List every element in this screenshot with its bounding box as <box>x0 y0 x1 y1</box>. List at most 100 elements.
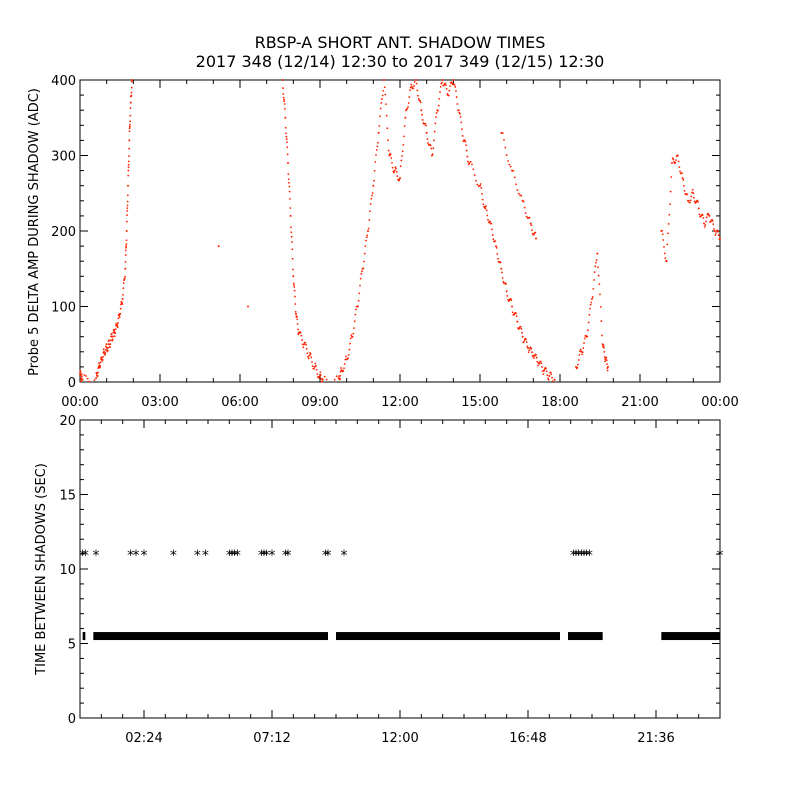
data-point <box>546 374 549 376</box>
data-point-11s: * <box>325 548 332 564</box>
data-point <box>404 116 407 119</box>
data-point <box>704 224 707 227</box>
data-point <box>460 121 463 124</box>
data-point <box>319 374 322 377</box>
data-point <box>292 268 294 271</box>
data-point <box>340 367 342 369</box>
data-point <box>122 282 125 285</box>
data-point <box>530 224 533 227</box>
data-point <box>410 83 413 86</box>
data-point <box>714 234 717 236</box>
data-point <box>409 89 411 92</box>
data-point <box>403 125 406 127</box>
data-point <box>101 358 104 361</box>
x-tick-label: 21:00 <box>621 395 658 410</box>
data-point <box>522 200 525 203</box>
data-point <box>449 85 451 87</box>
data-point <box>577 359 580 361</box>
data-point <box>667 223 670 225</box>
data-point <box>283 103 286 105</box>
data-point <box>124 249 127 252</box>
data-point <box>296 315 298 318</box>
data-point <box>389 153 392 156</box>
data-point <box>605 359 608 362</box>
data-point <box>606 369 609 372</box>
data-point <box>529 222 532 225</box>
data-point <box>472 168 475 171</box>
data-point <box>437 110 439 112</box>
data-point <box>408 96 411 98</box>
data-point <box>462 140 465 143</box>
data-point <box>282 93 285 95</box>
data-point <box>290 231 293 234</box>
data-point-11s: * <box>581 548 588 564</box>
data-point <box>513 176 516 179</box>
data-point <box>456 103 459 105</box>
data-point <box>705 216 708 219</box>
data-point <box>343 363 346 365</box>
data-point <box>501 277 504 279</box>
data-point <box>95 372 98 375</box>
data-point <box>583 342 585 344</box>
data-point <box>365 236 368 239</box>
data-point <box>711 219 714 222</box>
data-point <box>590 301 593 304</box>
data-point <box>417 94 419 97</box>
data-point <box>421 113 423 116</box>
data-point <box>491 228 493 231</box>
data-point <box>606 367 609 370</box>
data-point <box>681 172 683 175</box>
data-point <box>434 122 437 125</box>
data-point <box>707 213 710 216</box>
data-point <box>430 147 433 150</box>
x-tick-label: 21:36 <box>637 731 674 746</box>
data-point <box>674 161 677 164</box>
data-point <box>515 183 517 186</box>
data-point <box>117 317 120 320</box>
data-point <box>127 169 130 172</box>
data-point <box>119 307 122 310</box>
data-point <box>83 374 86 376</box>
data-point <box>401 155 403 157</box>
data-point <box>381 94 384 97</box>
data-point <box>678 166 681 169</box>
data-point <box>599 306 602 308</box>
data-point <box>453 84 456 86</box>
data-point <box>523 206 526 209</box>
data-point <box>524 212 527 214</box>
data-point <box>99 366 101 369</box>
data-point <box>510 299 513 302</box>
data-point <box>433 130 436 133</box>
data-point <box>529 346 532 349</box>
data-point <box>313 365 316 368</box>
data-point <box>124 267 127 270</box>
x-tick-label: 16:48 <box>509 731 546 746</box>
data-point <box>535 354 537 356</box>
data-point <box>86 377 89 380</box>
data-point <box>380 101 383 104</box>
data-point <box>112 331 115 334</box>
data-point <box>366 234 369 237</box>
data-point <box>350 334 353 336</box>
data-point <box>669 203 671 206</box>
data-point <box>390 157 393 159</box>
data-point <box>297 333 300 336</box>
bottom-axis-ticks: 02:24 07:12 12:00 16:48 21:36 0 5 10 15 20 <box>59 414 721 746</box>
data-point <box>431 153 434 156</box>
data-point <box>282 96 285 99</box>
data-point <box>602 344 605 347</box>
data-point <box>553 378 556 381</box>
data-point-11s: * <box>231 548 238 564</box>
data-point <box>325 378 328 381</box>
data-point <box>441 81 443 84</box>
top-plot-frame <box>79 79 721 383</box>
data-point <box>375 149 378 151</box>
y-tick-label: 10 <box>59 563 76 578</box>
data-point <box>343 367 345 370</box>
data-point <box>668 213 671 216</box>
data-point-11s: * <box>322 548 329 564</box>
data-point <box>439 85 442 88</box>
data-point <box>687 199 690 202</box>
data-point <box>104 352 107 355</box>
data-point <box>511 311 514 314</box>
